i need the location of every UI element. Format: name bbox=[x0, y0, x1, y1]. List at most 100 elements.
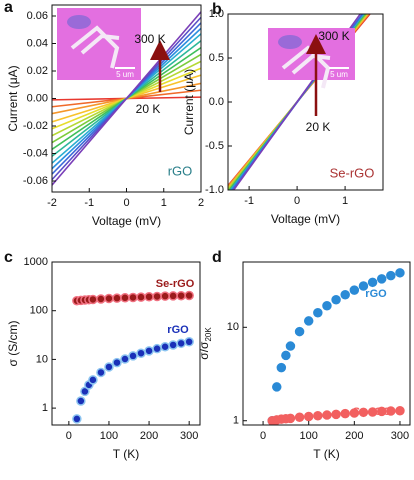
y-tick-label: 10 bbox=[36, 353, 48, 365]
x-tick-label: 200 bbox=[345, 430, 363, 442]
x-tick-label: 1 bbox=[161, 197, 167, 209]
x-tick-label: 2 bbox=[198, 197, 204, 209]
data-point bbox=[144, 292, 154, 302]
x-tick-label: -1 bbox=[84, 197, 94, 209]
x-tick-label: 0 bbox=[260, 430, 266, 442]
data-point bbox=[331, 409, 341, 420]
data-point bbox=[276, 362, 287, 373]
inset-flake bbox=[278, 35, 302, 49]
data-point bbox=[104, 362, 114, 372]
series-label: rGO bbox=[167, 324, 189, 336]
axes-frame bbox=[242, 261, 411, 426]
annotation: Se-rGO bbox=[330, 165, 375, 180]
data-point bbox=[294, 412, 305, 422]
data-point bbox=[96, 367, 106, 378]
data-point bbox=[112, 293, 122, 303]
series-label: Se-rGO bbox=[353, 406, 392, 418]
x-tick-label: -2 bbox=[47, 197, 57, 209]
y-axis-label-main: σ (S/cm) bbox=[6, 320, 20, 366]
y-tick-label: 0.06 bbox=[27, 10, 48, 22]
x-tick-label: 300 bbox=[391, 430, 409, 442]
iv-line bbox=[232, 14, 362, 190]
panel-letter: d bbox=[212, 249, 222, 266]
y-tick-label: 10 bbox=[227, 321, 239, 333]
data-point bbox=[313, 308, 323, 318]
data-point bbox=[376, 406, 387, 417]
y-tick-label: -0.06 bbox=[23, 175, 48, 187]
series-label: rGO bbox=[365, 288, 387, 300]
x-tick-label: 200 bbox=[140, 430, 158, 442]
data-point bbox=[285, 341, 296, 351]
scale-label: 5 um bbox=[116, 70, 134, 79]
annotation: rGO bbox=[168, 163, 193, 178]
data-point bbox=[322, 301, 332, 311]
x-tick-label: 0 bbox=[123, 197, 129, 209]
data-point bbox=[136, 348, 146, 358]
series-label: Se-rGO bbox=[156, 278, 195, 290]
panel-letter: a bbox=[4, 0, 13, 16]
data-point bbox=[128, 292, 138, 303]
data-point bbox=[120, 354, 130, 364]
x-tick-label: 0 bbox=[66, 430, 72, 442]
y-axis-label-main: Current (μA) bbox=[182, 69, 196, 135]
data-point bbox=[303, 411, 314, 422]
data-point bbox=[349, 285, 360, 295]
data-point bbox=[376, 274, 387, 284]
annotation: 300 K bbox=[134, 32, 165, 46]
data-point bbox=[88, 294, 98, 305]
y-tick-label: 0.04 bbox=[27, 37, 48, 49]
data-point bbox=[331, 295, 341, 305]
data-point bbox=[367, 277, 378, 288]
plot-area bbox=[267, 268, 405, 425]
y-tick-label: -1.0 bbox=[205, 184, 224, 196]
y-axis-label: σ/σ20K bbox=[197, 327, 213, 360]
data-point bbox=[120, 293, 130, 303]
data-point bbox=[313, 411, 323, 421]
plot-area bbox=[228, 14, 371, 190]
data-point bbox=[358, 407, 369, 418]
data-point bbox=[88, 375, 98, 385]
y-axis-label-sub: 20K bbox=[204, 327, 213, 342]
y-axis-label: Current (μA) bbox=[6, 65, 20, 131]
data-point bbox=[285, 413, 296, 424]
y-tick-label: 0.00 bbox=[27, 92, 48, 104]
x-tick-label: 100 bbox=[100, 430, 118, 442]
inset-device bbox=[70, 25, 120, 69]
data-point bbox=[340, 290, 350, 300]
data-point bbox=[112, 357, 122, 368]
annotation: 20 K bbox=[136, 102, 161, 116]
data-point bbox=[128, 351, 138, 361]
data-point bbox=[184, 290, 194, 301]
scale-label: 5 um bbox=[330, 70, 348, 79]
data-point bbox=[144, 346, 154, 356]
x-axis-label: T (K) bbox=[113, 447, 139, 461]
data-point bbox=[303, 316, 314, 326]
inset-device bbox=[281, 45, 331, 89]
plot-area bbox=[52, 11, 201, 186]
plot-area bbox=[72, 290, 194, 424]
x-tick-label: 0 bbox=[294, 195, 300, 207]
data-point bbox=[349, 408, 360, 418]
x-axis-label: Voltage (mV) bbox=[92, 214, 161, 228]
y-axis-label-main: Current (μA) bbox=[6, 65, 20, 131]
data-point bbox=[80, 386, 90, 397]
data-point bbox=[386, 406, 396, 416]
x-axis-label: Voltage (mV) bbox=[271, 212, 340, 226]
data-point bbox=[176, 290, 186, 301]
y-tick-label: 1 bbox=[233, 415, 239, 427]
y-tick-label: 0.5 bbox=[209, 52, 224, 64]
x-tick-label: 100 bbox=[300, 430, 318, 442]
y-axis-label: σ (S/cm) bbox=[6, 320, 20, 366]
data-point bbox=[160, 291, 170, 301]
data-point bbox=[358, 281, 369, 291]
data-point bbox=[367, 407, 378, 417]
y-axis-label: Current (μA) bbox=[182, 69, 196, 135]
data-point bbox=[281, 350, 291, 361]
inset-flake bbox=[67, 15, 91, 29]
data-point bbox=[136, 292, 146, 302]
data-point bbox=[395, 268, 405, 278]
data-point bbox=[184, 337, 194, 347]
y-tick-label: -0.5 bbox=[205, 140, 224, 152]
iv-line bbox=[52, 11, 201, 186]
